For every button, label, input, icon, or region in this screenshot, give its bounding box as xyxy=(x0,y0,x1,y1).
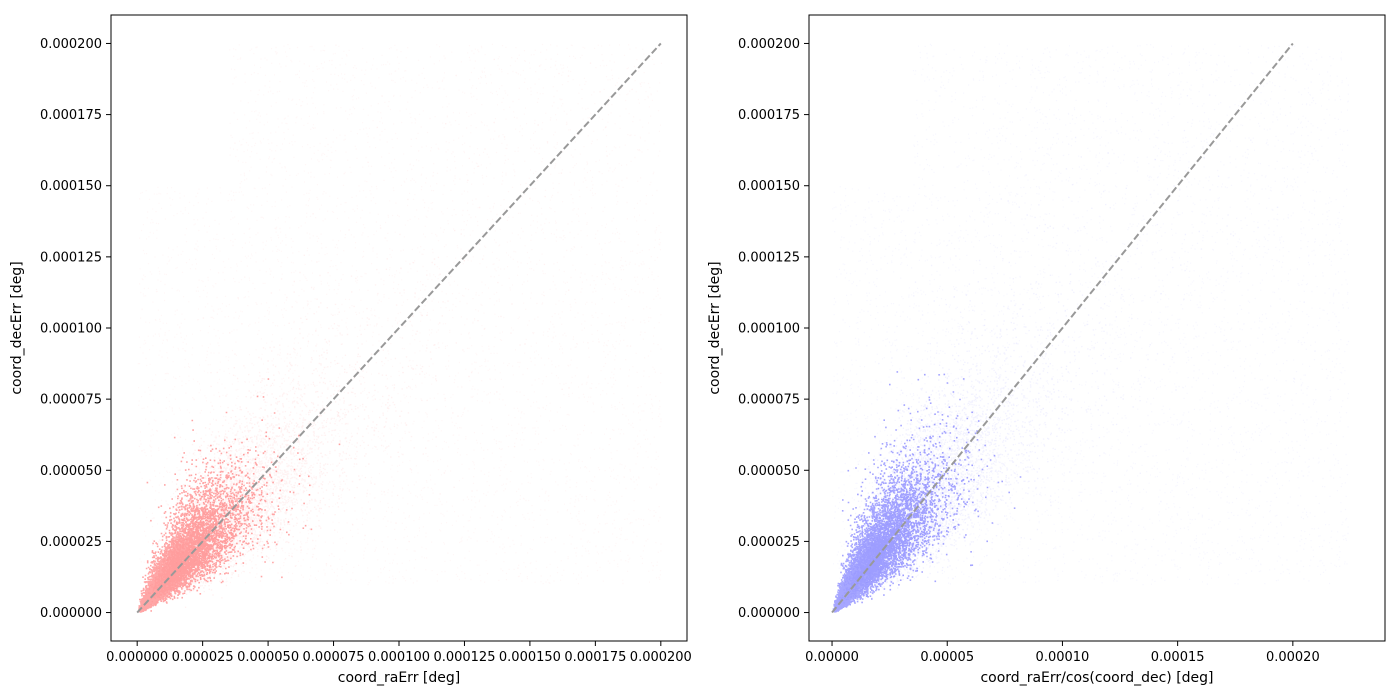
x-tick-label: 0.000075 xyxy=(303,650,365,665)
x-tick-label: 0.000200 xyxy=(630,650,692,665)
x-tick-label: 0.000025 xyxy=(172,650,234,665)
x-tick-label: 0.00005 xyxy=(920,650,974,665)
x-axis-label: coord_raErr/cos(coord_dec) [deg] xyxy=(980,670,1213,686)
y-tick-label: 0.000100 xyxy=(40,322,102,337)
x-tick-label: 0.00020 xyxy=(1266,650,1320,665)
y-axis-label: coord_decErr [deg] xyxy=(707,261,723,394)
y-tick-label: 0.000125 xyxy=(738,250,800,265)
y-tick-label: 0.000150 xyxy=(738,179,800,194)
x-tick-label: 0.000125 xyxy=(433,650,495,665)
x-axis-label: coord_raErr [deg] xyxy=(338,670,460,686)
y-tick-label: 0.000000 xyxy=(40,606,102,621)
x-tick-label: 0.00000 xyxy=(805,650,859,665)
scatter-points xyxy=(138,44,662,613)
y-axis-label: coord_decErr [deg] xyxy=(9,261,25,394)
right-scatter-chart: 0.00000 0.00005 0.00010 0.00015 0.00020 0.000… xyxy=(707,14,1386,686)
y-tick-label: 0.000150 xyxy=(40,179,102,194)
scatter-core xyxy=(138,378,341,613)
scatter-halo xyxy=(839,47,1316,604)
y-tick-label: 0.000175 xyxy=(738,108,800,123)
y-tick-label: 0.000025 xyxy=(738,535,800,550)
scatter-sparse xyxy=(138,44,662,585)
y-tick-label: 0.000200 xyxy=(738,37,800,52)
scatter-halo xyxy=(145,58,633,608)
scatter-points xyxy=(832,47,1316,613)
x-tick-label: 0.000050 xyxy=(237,650,299,665)
y-tick-label: 0.000075 xyxy=(738,393,800,408)
y-tick-label: 0.000050 xyxy=(738,464,800,479)
left-scatter-chart: 0.000000 0.000025 0.000050 0.000075 0.000100… xyxy=(9,14,692,686)
y-tick-label: 0.000200 xyxy=(40,37,102,52)
reference-line xyxy=(831,42,1294,614)
x-tick-label: 0.000100 xyxy=(368,650,430,665)
y-tick-label: 0.000025 xyxy=(40,535,102,550)
y-tick-label: 0.000075 xyxy=(40,393,102,408)
y-tick-label: 0.000175 xyxy=(40,108,102,123)
x-tick-label: 0.000150 xyxy=(499,650,561,665)
y-tick-label: 0.000100 xyxy=(738,322,800,337)
x-tick-label: 0.00010 xyxy=(1036,650,1090,665)
y-tick-label: 0.000050 xyxy=(40,464,102,479)
y-tick-label: 0.000000 xyxy=(738,606,800,621)
x-tick-label: 0.000000 xyxy=(106,650,168,665)
x-tick-label: 0.00015 xyxy=(1151,650,1205,665)
y-tick-label: 0.000125 xyxy=(40,250,102,265)
x-tick-label: 0.000175 xyxy=(564,650,626,665)
reference-line xyxy=(136,42,662,614)
